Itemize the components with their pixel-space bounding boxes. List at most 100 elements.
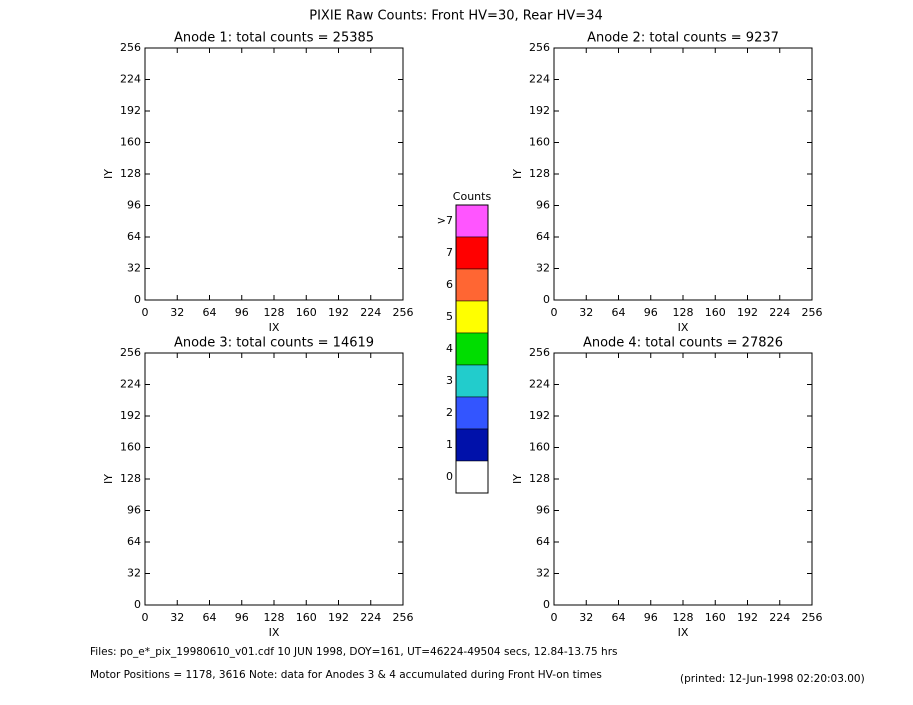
- colorbar-label: 5: [446, 310, 453, 323]
- colorbar-cell: [455, 300, 489, 334]
- y-tick-label: 96: [536, 504, 550, 517]
- y-tick-label: 96: [536, 199, 550, 212]
- y-tick-label: 0: [543, 598, 550, 611]
- plot-frame: [144, 352, 404, 606]
- y-tick-label: 256: [120, 346, 141, 359]
- x-tick-label: 128: [264, 306, 285, 319]
- x-tick-label: 32: [170, 306, 184, 319]
- y-tick-label: 224: [120, 378, 141, 391]
- y-tick-label: 64: [536, 230, 550, 243]
- y-tick-label: 32: [536, 567, 550, 580]
- colorbar-cell: [455, 204, 489, 238]
- y-tick-label: 64: [536, 535, 550, 548]
- x-tick-label: 32: [579, 306, 593, 319]
- x-tick-label: 96: [644, 611, 658, 624]
- colorbar-frame: [455, 204, 489, 494]
- plot-frame: [144, 47, 404, 301]
- y-tick-label: 64: [127, 230, 141, 243]
- y-tick-label: 32: [127, 262, 141, 275]
- x-tick-label: 0: [142, 306, 149, 319]
- footer-printed: (printed: 12-Jun-1998 02:20:03.00): [680, 673, 865, 685]
- y-axis-label: IY: [102, 474, 115, 484]
- x-tick-label: 32: [170, 611, 184, 624]
- x-axis-label: IX: [269, 321, 280, 334]
- x-tick-label: 224: [360, 611, 381, 624]
- x-tick-label: 128: [673, 611, 694, 624]
- x-tick-label: 192: [328, 306, 349, 319]
- plot-frame: [553, 47, 813, 301]
- y-tick-label: 96: [127, 199, 141, 212]
- y-tick-label: 256: [529, 41, 550, 54]
- x-tick-label: 192: [328, 611, 349, 624]
- colorbar-cell: [455, 428, 489, 462]
- y-tick-label: 0: [134, 598, 141, 611]
- x-tick-label: 256: [802, 611, 823, 624]
- colorbar-label: 6: [446, 278, 453, 291]
- x-tick-label: 192: [737, 611, 758, 624]
- x-tick-label: 224: [769, 611, 790, 624]
- y-tick-label: 192: [529, 409, 550, 422]
- panel-title: Anode 4: total counts = 27826: [583, 336, 783, 351]
- y-tick-label: 224: [529, 73, 550, 86]
- colorbar-label: 7: [446, 246, 453, 259]
- x-tick-label: 160: [296, 306, 317, 319]
- x-tick-label: 0: [142, 611, 149, 624]
- y-tick-label: 128: [529, 472, 550, 485]
- y-tick-label: 128: [529, 167, 550, 180]
- colorbar-cell: [455, 268, 489, 302]
- x-tick-label: 224: [360, 306, 381, 319]
- figure-title: PIXIE Raw Counts: Front HV=30, Rear HV=3…: [309, 9, 603, 24]
- colorbar-label: 2: [446, 406, 453, 419]
- colorbar-label: 3: [446, 374, 453, 387]
- colorbar-cell: [455, 332, 489, 366]
- colorbar-label: 1: [446, 438, 453, 451]
- x-tick-label: 256: [393, 611, 414, 624]
- panel-title: Anode 3: total counts = 14619: [174, 336, 374, 351]
- y-tick-label: 0: [134, 293, 141, 306]
- x-tick-label: 256: [802, 306, 823, 319]
- x-axis-label: IX: [269, 626, 280, 639]
- footer-motor: Motor Positions = 1178, 3616 Note: data …: [90, 669, 602, 681]
- y-tick-label: 160: [120, 136, 141, 149]
- y-tick-label: 192: [529, 104, 550, 117]
- y-axis-label: IY: [102, 169, 115, 179]
- y-tick-label: 224: [529, 378, 550, 391]
- y-tick-label: 32: [536, 262, 550, 275]
- y-tick-label: 256: [120, 41, 141, 54]
- colorbar-label: >7: [437, 214, 453, 227]
- colorbar-cell: [455, 460, 489, 494]
- y-tick-label: 160: [529, 441, 550, 454]
- colorbar-title: Counts: [453, 190, 492, 203]
- panel-title: Anode 2: total counts = 9237: [587, 31, 779, 46]
- y-axis-label: IY: [511, 474, 524, 484]
- x-axis-label: IX: [678, 626, 689, 639]
- x-tick-label: 64: [612, 611, 626, 624]
- x-tick-label: 96: [235, 611, 249, 624]
- x-tick-label: 256: [393, 306, 414, 319]
- x-tick-label: 96: [644, 306, 658, 319]
- x-tick-label: 224: [769, 306, 790, 319]
- y-tick-label: 96: [127, 504, 141, 517]
- x-tick-label: 192: [737, 306, 758, 319]
- x-tick-label: 96: [235, 306, 249, 319]
- y-tick-label: 160: [529, 136, 550, 149]
- y-tick-label: 128: [120, 167, 141, 180]
- y-tick-label: 32: [127, 567, 141, 580]
- x-tick-label: 128: [264, 611, 285, 624]
- y-tick-label: 128: [120, 472, 141, 485]
- y-tick-label: 192: [120, 104, 141, 117]
- colorbar-cell: [455, 236, 489, 270]
- y-axis-label: IY: [511, 169, 524, 179]
- footer-files: Files: po_e*_pix_19980610_v01.cdf 10 JUN…: [90, 646, 617, 658]
- x-tick-label: 160: [705, 611, 726, 624]
- x-tick-label: 160: [296, 611, 317, 624]
- colorbar-cell: [455, 396, 489, 430]
- x-tick-label: 0: [551, 306, 558, 319]
- x-tick-label: 32: [579, 611, 593, 624]
- x-tick-label: 64: [203, 306, 217, 319]
- y-tick-label: 224: [120, 73, 141, 86]
- panel-title: Anode 1: total counts = 25385: [174, 31, 374, 46]
- x-tick-label: 128: [673, 306, 694, 319]
- x-tick-label: 160: [705, 306, 726, 319]
